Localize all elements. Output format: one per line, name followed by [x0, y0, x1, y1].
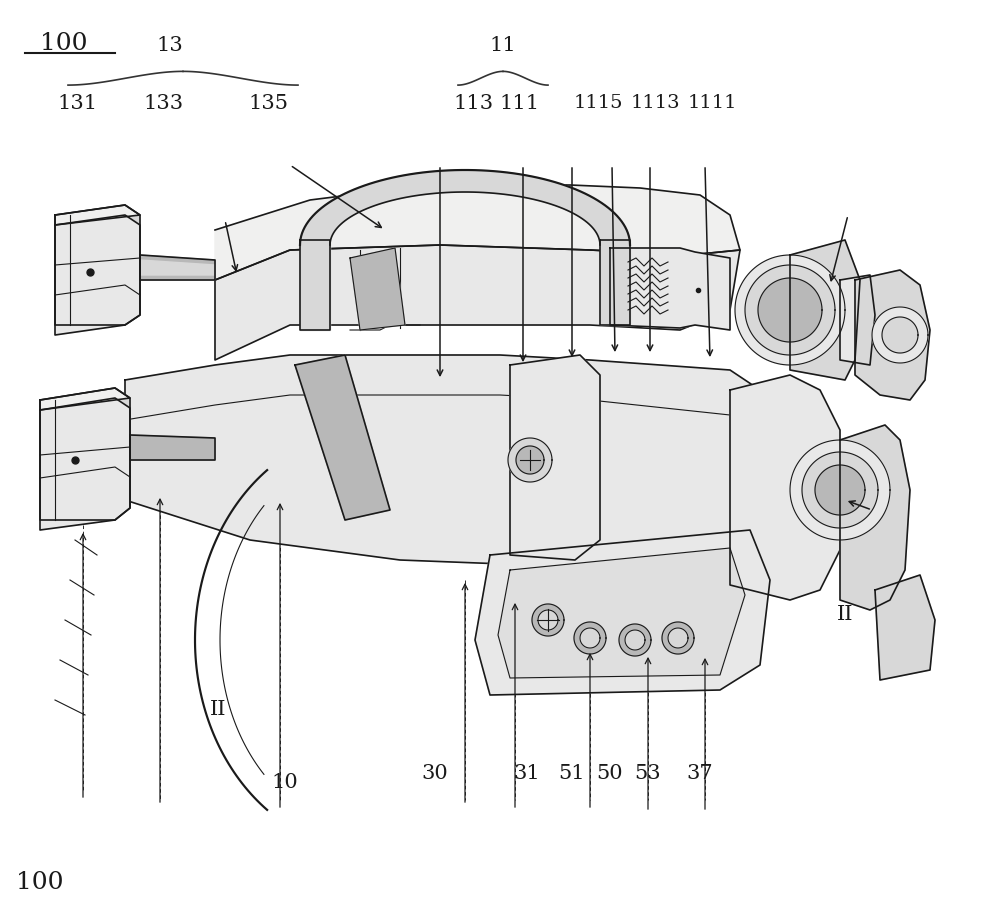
Polygon shape — [610, 248, 730, 330]
Polygon shape — [125, 355, 770, 565]
Text: 37: 37 — [687, 764, 713, 782]
Polygon shape — [875, 575, 935, 680]
Circle shape — [508, 438, 552, 482]
Circle shape — [574, 622, 606, 654]
Polygon shape — [600, 240, 630, 325]
Text: II: II — [837, 606, 853, 624]
Polygon shape — [300, 240, 330, 330]
Text: 1113: 1113 — [630, 94, 680, 113]
Circle shape — [538, 610, 558, 630]
Text: 133: 133 — [143, 94, 183, 113]
Circle shape — [625, 630, 645, 650]
Polygon shape — [215, 245, 740, 360]
Polygon shape — [40, 388, 130, 520]
Circle shape — [619, 624, 651, 656]
Polygon shape — [40, 388, 130, 410]
Polygon shape — [140, 255, 215, 280]
Text: 33: 33 — [862, 490, 888, 508]
Circle shape — [662, 622, 694, 654]
Polygon shape — [840, 425, 910, 610]
Circle shape — [668, 628, 688, 648]
Polygon shape — [730, 375, 840, 600]
Circle shape — [532, 604, 564, 636]
Polygon shape — [855, 270, 930, 400]
Polygon shape — [140, 260, 215, 275]
Text: 1115: 1115 — [573, 94, 623, 113]
Circle shape — [815, 465, 865, 515]
Text: 111: 111 — [499, 94, 539, 113]
Polygon shape — [350, 248, 405, 330]
Text: 1111: 1111 — [687, 94, 737, 113]
Circle shape — [872, 307, 928, 363]
Circle shape — [745, 265, 835, 355]
Text: 50: 50 — [597, 764, 623, 782]
Polygon shape — [300, 170, 630, 245]
Polygon shape — [475, 530, 770, 695]
Text: 51: 51 — [559, 764, 585, 782]
Text: 100: 100 — [40, 32, 88, 56]
Circle shape — [580, 628, 600, 648]
Circle shape — [735, 255, 845, 365]
Circle shape — [758, 278, 822, 342]
Text: 11: 11 — [490, 37, 516, 55]
Circle shape — [516, 446, 544, 474]
Polygon shape — [510, 355, 600, 560]
Circle shape — [790, 440, 890, 540]
Polygon shape — [840, 275, 875, 365]
Polygon shape — [498, 548, 745, 678]
Polygon shape — [215, 185, 740, 280]
Text: 30: 30 — [422, 764, 448, 782]
Polygon shape — [40, 398, 130, 530]
Text: 31: 31 — [514, 764, 540, 782]
Text: 53: 53 — [635, 764, 661, 782]
Text: 135: 135 — [248, 94, 288, 113]
Polygon shape — [55, 205, 140, 325]
Polygon shape — [295, 355, 390, 520]
Text: 113: 113 — [453, 94, 493, 113]
Text: II: II — [210, 700, 226, 718]
Text: 10: 10 — [272, 773, 298, 791]
Polygon shape — [55, 215, 140, 335]
Text: 131: 131 — [58, 94, 98, 113]
Text: 13: 13 — [157, 37, 183, 55]
Circle shape — [882, 317, 918, 353]
Circle shape — [802, 452, 878, 528]
Polygon shape — [55, 205, 140, 225]
Text: 100: 100 — [16, 871, 64, 895]
Polygon shape — [130, 435, 215, 460]
Polygon shape — [790, 240, 860, 380]
